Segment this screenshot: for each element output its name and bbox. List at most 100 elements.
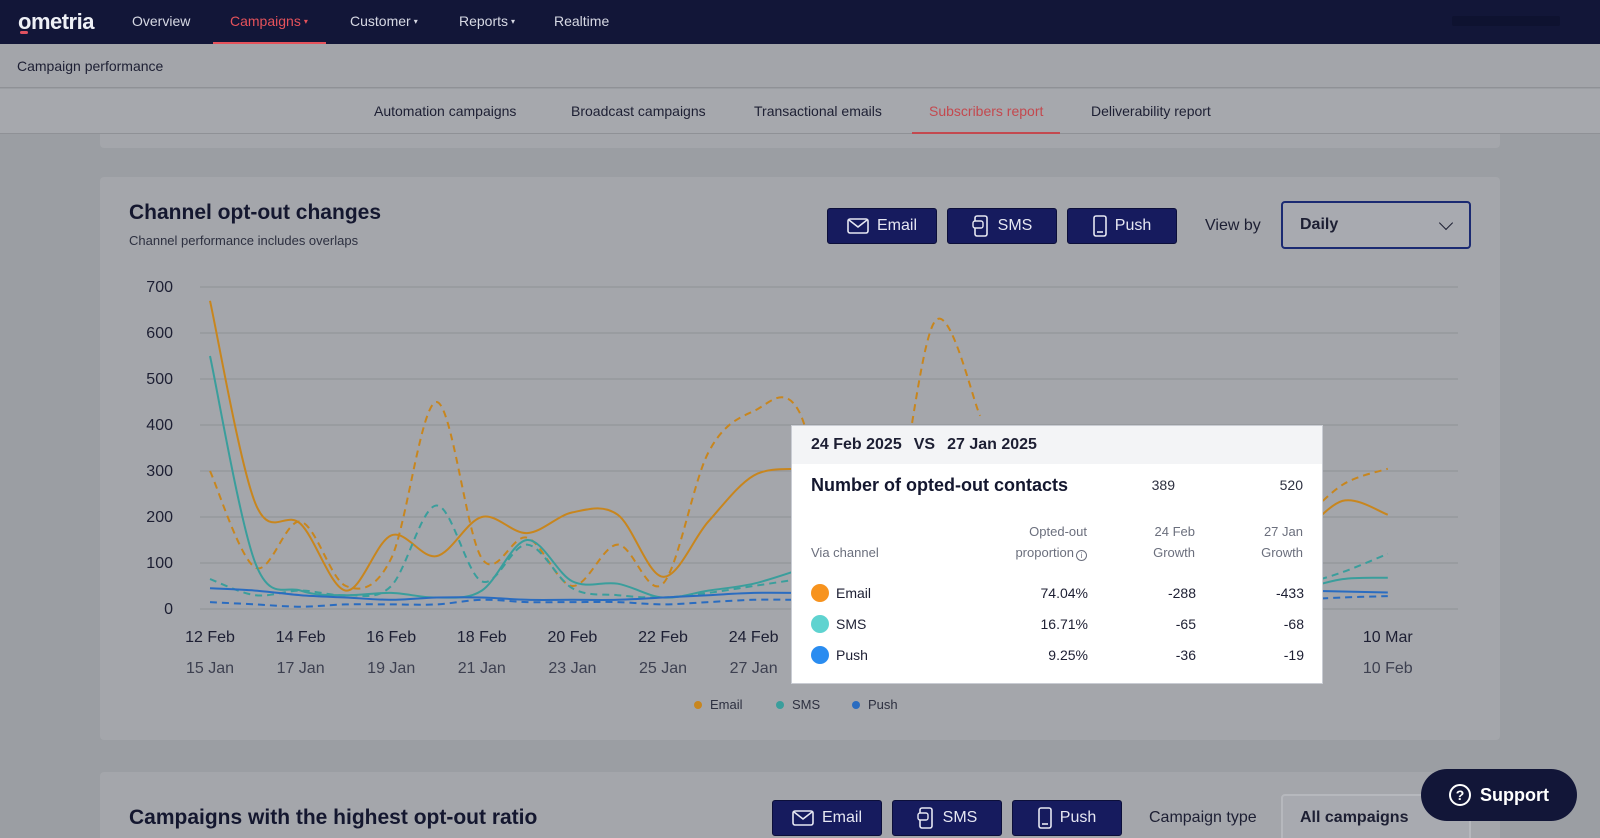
col-proportion-line2: proportion [1015,545,1074,560]
tab-transactional-emails[interactable]: Transactional emails [754,89,882,134]
sms-channel-button[interactable]: SMS [892,800,1002,836]
y-tick-label: 400 [146,417,173,434]
page-title: Campaign performance [17,58,164,74]
legend-sms[interactable]: SMS [776,697,820,712]
top-nav: ometria Overview Campaigns ▾ Customer ▾ Re… [0,0,1600,44]
info-icon[interactable]: i [1076,550,1087,561]
legend-label: Push [868,697,898,712]
legend-label: SMS [792,697,821,712]
tab-automation-campaigns[interactable]: Automation campaigns [374,89,516,134]
legend-push[interactable]: Push [852,697,898,712]
series-push-previous-line [209,598,799,608]
row-channel: Push [836,647,868,663]
card-subtitle: Channel performance includes overlaps [129,233,359,248]
logo-text: ometria [18,9,94,34]
col-proportion-line1: Opted-out [1029,524,1087,539]
row-growth-previous: -433 [1275,585,1304,601]
y-tick-label: 0 [164,601,173,618]
nav-realtime[interactable]: Realtime [554,0,609,44]
col-previous-line1: 27 Jan [1263,524,1303,539]
button-label: SMS [942,809,978,826]
row-proportion: 9.25% [1048,647,1088,663]
x-tick-label: 20 Feb [547,629,597,646]
x-tick-label: 10 Mar [1363,629,1413,646]
support-label: Support [1480,784,1549,805]
campaign-type-value: All campaigns [1300,809,1409,826]
x-tick-label: 22 Feb [638,629,688,646]
tooltip-row-sms: SMS 16.71% -65 -68 [811,613,1304,637]
x-tick-label-previous: 10 Feb [1363,660,1413,677]
card-title: Channel opt-out changes [129,201,381,224]
chevron-down-icon: ▾ [511,17,516,26]
card-title: Campaigns with the highest opt-out ratio [129,806,538,829]
view-by-value: Daily [1300,216,1339,233]
nav-reports[interactable]: Reports ▾ [459,0,515,44]
x-tick-label-previous: 17 Jan [277,660,325,677]
row-growth-current: -36 [1175,647,1196,663]
support-button[interactable]: ? Support [1421,769,1577,821]
push-channel-button[interactable]: Push [1067,208,1177,244]
campaign-type-label: Campaign type [1149,809,1257,826]
push-color-dot [811,646,829,664]
legend-email[interactable]: Email [694,697,743,712]
tab-label: Deliverability report [1091,103,1211,119]
email-channel-button[interactable]: Email [772,800,882,836]
email-channel-button[interactable]: Email [827,208,937,244]
series-sms-current-line [209,355,800,599]
ometria-logo[interactable]: ometria [18,9,94,35]
tab-broadcast-campaigns[interactable]: Broadcast campaigns [571,89,706,134]
chevron-down-icon: ▾ [303,17,308,26]
x-tick-label-previous: 27 Jan [730,660,778,677]
legend-email-dot [694,700,702,709]
tab-label: Transactional emails [754,103,882,119]
tooltip-date-current: 24 Feb 2025 [811,436,902,453]
nav-customer[interactable]: Customer ▾ [350,0,418,44]
sms-icon [916,807,933,829]
legend-push-dot [852,700,860,709]
tooltip-metric-current: 389 [1151,477,1175,493]
legend-label: Email [710,697,743,712]
row-growth-current: -65 [1175,616,1196,632]
tab-subscribers-report[interactable]: Subscribers report [912,89,1061,134]
x-tick-label: 16 Feb [366,629,416,646]
tooltip-col-channel: Via channel [811,545,879,560]
x-tick-label: 18 Feb [457,629,507,646]
y-tick-label: 600 [146,325,173,342]
series-push-current-line [209,587,799,601]
y-tick-label: 200 [146,509,173,526]
series-sms-previous-line [1296,552,1389,587]
button-label: SMS [997,217,1033,234]
nav-overview[interactable]: Overview [132,0,190,44]
series-email-current-line [209,300,800,592]
nav-campaigns[interactable]: Campaigns ▾ [213,0,326,44]
row-growth-previous: -19 [1283,647,1304,663]
tab-deliverability-report[interactable]: Deliverability report [1091,89,1211,134]
chevron-down-icon: ▾ [413,17,418,26]
tooltip-row-push: Push 9.25% -36 -19 [811,644,1304,668]
help-icon: ? [1449,784,1471,806]
x-tick-label: 24 Feb [729,629,779,646]
mail-icon [847,218,869,234]
mail-icon [792,810,814,826]
nav-customer-label: Customer [350,13,411,29]
button-label: Email [876,217,917,234]
chart-tooltip: 24 Feb 2025 VS 27 Jan 2025 Number of opted… [791,425,1323,684]
row-growth-previous: -68 [1283,616,1304,632]
sms-channel-button[interactable]: SMS [947,208,1057,244]
row-channel: SMS [836,616,867,632]
legend-sms-dot [776,700,784,709]
col-current-line2: Growth [1153,545,1195,560]
button-label: Push [1059,809,1097,826]
push-channel-button[interactable]: Push [1012,800,1122,836]
phone-icon [1037,807,1052,829]
x-tick-label-previous: 23 Jan [548,660,596,677]
row-growth-current: -288 [1167,585,1196,601]
y-tick-label: 500 [146,371,173,388]
x-tick-label-previous: 21 Jan [458,660,506,677]
account-menu[interactable] [1452,16,1560,26]
x-tick-label: 12 Feb [185,629,235,646]
view-by-select[interactable]: Daily [1281,201,1471,249]
tooltip-header: 24 Feb 2025 VS 27 Jan 2025 [792,426,1322,464]
col-previous-line2: Growth [1261,545,1303,560]
